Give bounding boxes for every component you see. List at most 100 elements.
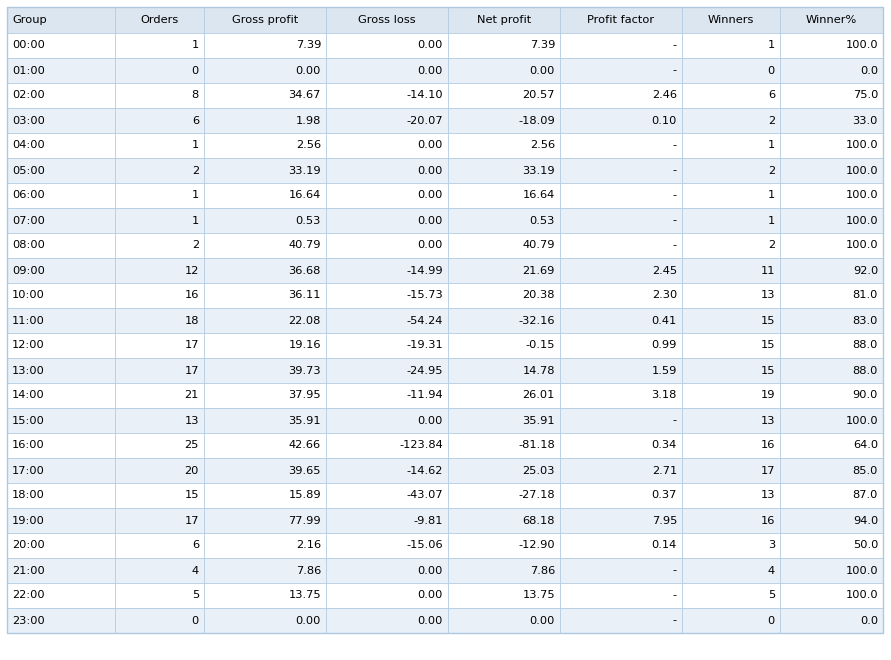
Text: -: - bbox=[673, 240, 677, 251]
Bar bbox=[682, 83, 780, 108]
Bar bbox=[115, 83, 204, 108]
Text: Gross loss: Gross loss bbox=[358, 15, 416, 25]
Bar bbox=[780, 108, 883, 133]
Bar bbox=[448, 33, 560, 58]
Bar bbox=[204, 108, 326, 133]
Text: 35.91: 35.91 bbox=[522, 416, 555, 426]
Text: 83.0: 83.0 bbox=[853, 315, 878, 325]
Text: 33.19: 33.19 bbox=[522, 166, 555, 176]
Bar bbox=[448, 458, 560, 483]
Text: -14.10: -14.10 bbox=[406, 90, 443, 100]
Bar bbox=[204, 233, 326, 258]
Text: 11: 11 bbox=[761, 265, 775, 275]
Text: 13: 13 bbox=[761, 416, 775, 426]
Text: -: - bbox=[673, 191, 677, 201]
Text: 21.69: 21.69 bbox=[523, 265, 555, 275]
Text: 7.86: 7.86 bbox=[530, 566, 555, 576]
Text: 40.79: 40.79 bbox=[522, 240, 555, 251]
Bar bbox=[204, 283, 326, 308]
Text: 0.0: 0.0 bbox=[860, 616, 878, 626]
Bar bbox=[448, 58, 560, 83]
Text: 1: 1 bbox=[192, 141, 199, 150]
Bar bbox=[115, 158, 204, 183]
Bar bbox=[204, 533, 326, 558]
Text: 21: 21 bbox=[184, 391, 199, 401]
Text: 40.79: 40.79 bbox=[289, 240, 321, 251]
Bar bbox=[448, 583, 560, 608]
Bar bbox=[682, 158, 780, 183]
Text: 0.00: 0.00 bbox=[418, 591, 443, 601]
Bar bbox=[204, 208, 326, 233]
Text: 2.30: 2.30 bbox=[651, 290, 677, 300]
Text: 92.0: 92.0 bbox=[853, 265, 878, 275]
Bar bbox=[560, 583, 682, 608]
Text: 0: 0 bbox=[192, 65, 199, 75]
Bar bbox=[204, 408, 326, 433]
Bar bbox=[780, 208, 883, 233]
Text: 2: 2 bbox=[192, 166, 199, 176]
Text: 20.57: 20.57 bbox=[522, 90, 555, 100]
Text: 00:00: 00:00 bbox=[12, 40, 45, 51]
Bar bbox=[560, 333, 682, 358]
Bar bbox=[448, 408, 560, 433]
Bar bbox=[204, 433, 326, 458]
Text: 25.03: 25.03 bbox=[522, 465, 555, 475]
Bar bbox=[7, 183, 115, 208]
Bar bbox=[682, 108, 780, 133]
Bar bbox=[560, 33, 682, 58]
Text: Profit factor: Profit factor bbox=[587, 15, 655, 25]
Bar bbox=[560, 558, 682, 583]
Bar bbox=[780, 83, 883, 108]
Bar bbox=[326, 233, 448, 258]
Bar bbox=[204, 583, 326, 608]
Text: 0.00: 0.00 bbox=[296, 65, 321, 75]
Bar bbox=[780, 233, 883, 258]
Text: 36.68: 36.68 bbox=[289, 265, 321, 275]
Text: 0.0: 0.0 bbox=[860, 65, 878, 75]
Bar bbox=[560, 58, 682, 83]
Text: 7.95: 7.95 bbox=[651, 515, 677, 525]
Bar bbox=[115, 458, 204, 483]
Bar bbox=[326, 258, 448, 283]
Text: 18:00: 18:00 bbox=[12, 490, 45, 500]
Bar bbox=[326, 133, 448, 158]
Bar bbox=[115, 533, 204, 558]
Text: 19.16: 19.16 bbox=[289, 341, 321, 350]
Text: 75.0: 75.0 bbox=[853, 90, 878, 100]
Bar bbox=[115, 258, 204, 283]
Text: 3: 3 bbox=[768, 541, 775, 550]
Bar bbox=[780, 7, 883, 33]
Text: 100.0: 100.0 bbox=[846, 216, 878, 226]
Text: 5: 5 bbox=[192, 591, 199, 601]
Bar bbox=[326, 208, 448, 233]
Text: 21:00: 21:00 bbox=[12, 566, 45, 576]
Bar bbox=[780, 133, 883, 158]
Bar bbox=[204, 183, 326, 208]
Text: 13: 13 bbox=[761, 490, 775, 500]
Bar bbox=[682, 358, 780, 383]
Bar bbox=[115, 7, 204, 33]
Bar bbox=[780, 183, 883, 208]
Text: -43.07: -43.07 bbox=[406, 490, 443, 500]
Bar bbox=[7, 583, 115, 608]
Text: 20.38: 20.38 bbox=[522, 290, 555, 300]
Text: 13.75: 13.75 bbox=[289, 591, 321, 601]
Bar bbox=[204, 158, 326, 183]
Text: 15.89: 15.89 bbox=[289, 490, 321, 500]
Text: Orders: Orders bbox=[141, 15, 178, 25]
Text: 22:00: 22:00 bbox=[12, 591, 45, 601]
Text: -20.07: -20.07 bbox=[406, 115, 443, 125]
Bar bbox=[682, 508, 780, 533]
Bar bbox=[7, 408, 115, 433]
Bar bbox=[448, 233, 560, 258]
Text: 34.67: 34.67 bbox=[289, 90, 321, 100]
Text: 100.0: 100.0 bbox=[846, 191, 878, 201]
Text: 0.00: 0.00 bbox=[418, 416, 443, 426]
Bar bbox=[7, 58, 115, 83]
Bar bbox=[682, 283, 780, 308]
Text: 2: 2 bbox=[768, 240, 775, 251]
Text: 07:00: 07:00 bbox=[12, 216, 45, 226]
Bar bbox=[682, 608, 780, 633]
Text: 0.37: 0.37 bbox=[651, 490, 677, 500]
Bar bbox=[326, 608, 448, 633]
